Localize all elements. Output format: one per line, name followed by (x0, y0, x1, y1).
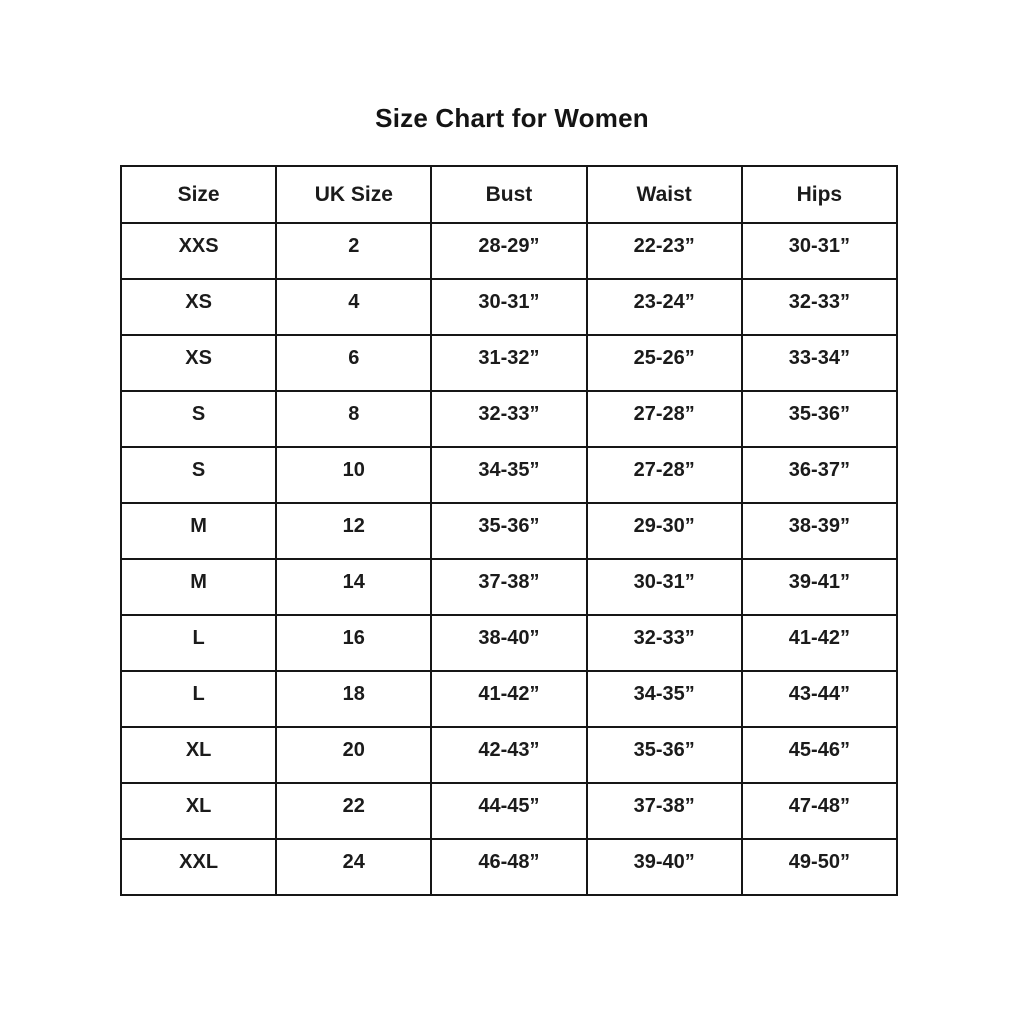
table-cell: 2 (275, 222, 433, 280)
table-cell: XXL (119, 838, 278, 896)
table-row: L 16 38-40” 32-33” 41-42” (119, 614, 899, 672)
table-cell: 37-38” (585, 782, 743, 840)
table-cell: 37-38” (430, 558, 588, 616)
table-cell: 42-43” (430, 726, 588, 784)
table-cell: 12 (275, 502, 433, 560)
table-cell: 46-48” (430, 838, 588, 896)
table-cell: 4 (275, 278, 433, 336)
table-cell: 36-37” (740, 446, 899, 504)
table-cell: 44-45” (430, 782, 588, 840)
table-cell: 24 (275, 838, 433, 896)
table-row: XL 20 42-43” 35-36” 45-46” (119, 726, 899, 784)
table-cell: L (119, 670, 278, 728)
table-cell: M (119, 558, 278, 616)
table-cell: 31-32” (430, 334, 588, 392)
table-cell: 34-35” (585, 670, 743, 728)
table-cell: 35-36” (430, 502, 588, 560)
table-cell: 30-31” (430, 278, 588, 336)
table-header: Size UK Size Bust Waist Hips (119, 165, 899, 224)
table-cell: 28-29” (430, 222, 588, 280)
table-cell: XS (119, 334, 278, 392)
table-cell: 23-24” (585, 278, 743, 336)
table-cell: 45-46” (740, 726, 899, 784)
table-cell: 35-36” (740, 390, 899, 448)
table-cell: 16 (275, 614, 433, 672)
page-title: Size Chart for Women (375, 103, 649, 133)
table-row: XS 6 31-32” 25-26” 33-34” (119, 334, 899, 392)
table-body: XXS 2 28-29” 22-23” 30-31” XS 4 30-31” 23-24” 32-… (119, 222, 899, 896)
table-cell: 39-41” (740, 558, 899, 616)
table-cell: 32-33” (430, 390, 588, 448)
table-cell: 32-33” (585, 614, 743, 672)
table-cell: 34-35” (430, 446, 588, 504)
table-cell: 25-26” (585, 334, 743, 392)
table-cell: S (119, 390, 278, 448)
table-cell: 22-23” (585, 222, 743, 280)
table-cell: 27-28” (585, 446, 743, 504)
size-chart-table: Size UK Size Bust Waist Hips XXS 2 28-29” 2… (119, 165, 899, 896)
table-cell: 32-33” (740, 278, 899, 336)
table-cell: 38-40” (430, 614, 588, 672)
table-cell: 41-42” (430, 670, 588, 728)
table-cell: XL (119, 726, 278, 784)
table-cell: 43-44” (740, 670, 899, 728)
column-header-bust: Bust (430, 165, 588, 224)
table-row: XL 22 44-45” 37-38” 47-48” (119, 782, 899, 840)
table-row: XS 4 30-31” 23-24” 32-33” (119, 278, 899, 336)
column-header-uk-size: UK Size (275, 165, 433, 224)
column-header-hips: Hips (740, 165, 899, 224)
table-row: S 10 34-35” 27-28” 36-37” (119, 446, 899, 504)
column-header-waist: Waist (585, 165, 743, 224)
table-cell: S (119, 446, 278, 504)
table-cell: 8 (275, 390, 433, 448)
table-row: M 12 35-36” 29-30” 38-39” (119, 502, 899, 560)
table-cell: 30-31” (585, 558, 743, 616)
table-cell: 10 (275, 446, 433, 504)
table-cell: 27-28” (585, 390, 743, 448)
table-row: XXS 2 28-29” 22-23” 30-31” (119, 222, 899, 280)
table-row: M 14 37-38” 30-31” 39-41” (119, 558, 899, 616)
table-cell: XL (119, 782, 278, 840)
table-cell: 49-50” (740, 838, 899, 896)
table-header-row: Size UK Size Bust Waist Hips (119, 165, 899, 224)
column-header-size: Size (119, 165, 278, 224)
table-cell: 14 (275, 558, 433, 616)
table-cell: 30-31” (740, 222, 899, 280)
table-cell: M (119, 502, 278, 560)
table-cell: 38-39” (740, 502, 899, 560)
table-cell: 29-30” (585, 502, 743, 560)
table-row: XXL 24 46-48” 39-40” 49-50” (119, 838, 899, 896)
table-row: L 18 41-42” 34-35” 43-44” (119, 670, 899, 728)
table-cell: XS (119, 278, 278, 336)
table-row: S 8 32-33” 27-28” 35-36” (119, 390, 899, 448)
table-cell: 33-34” (740, 334, 899, 392)
table-cell: 41-42” (740, 614, 899, 672)
table-cell: 20 (275, 726, 433, 784)
table-cell: 22 (275, 782, 433, 840)
table-cell: 18 (275, 670, 433, 728)
table-cell: 39-40” (585, 838, 743, 896)
table-cell: L (119, 614, 278, 672)
table-cell: 6 (275, 334, 433, 392)
table-cell: XXS (119, 222, 278, 280)
table-cell: 47-48” (740, 782, 899, 840)
table-cell: 35-36” (585, 726, 743, 784)
